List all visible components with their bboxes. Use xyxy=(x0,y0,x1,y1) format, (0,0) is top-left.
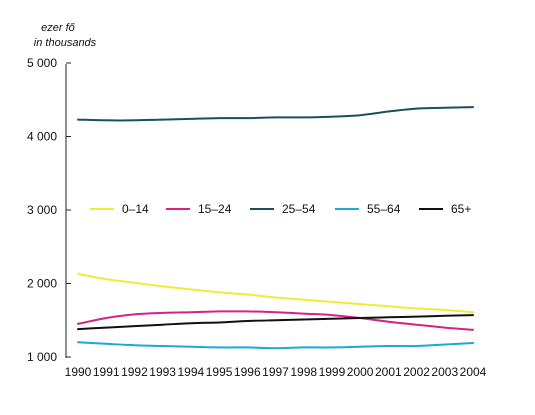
x-tick-label: 1991 xyxy=(93,365,120,379)
y-tick-label: 2 000 xyxy=(27,277,57,291)
y-tick-label: 1 000 xyxy=(27,350,57,364)
series-lines xyxy=(77,106,474,350)
legend-label: 65+ xyxy=(451,202,471,216)
x-tick-label: 1997 xyxy=(262,365,289,379)
y-axis-label-hungarian: ezer fő xyxy=(41,22,76,34)
series-line xyxy=(77,341,474,350)
x-tick-label: 1999 xyxy=(319,365,346,379)
x-tick-label: 1998 xyxy=(290,365,317,379)
legend-label: 0–14 xyxy=(122,202,149,216)
x-tick-label: 2000 xyxy=(347,365,374,379)
x-axis-ticks: 1990 1991 1992 1993 1994 1995 1996 1997 1998 1999… xyxy=(65,365,487,379)
series-line xyxy=(77,314,474,331)
series-line xyxy=(77,106,474,122)
y-tick-label: 4 000 xyxy=(27,130,57,144)
x-tick-label: 1996 xyxy=(234,365,261,379)
x-tick-label: 1994 xyxy=(178,365,205,379)
x-tick-label: 2003 xyxy=(431,365,458,379)
series-line xyxy=(77,310,474,331)
x-tick-label: 2004 xyxy=(460,365,487,379)
y-tick-label: 3 000 xyxy=(27,203,57,217)
y-axis-label-english: in thousands xyxy=(34,37,97,49)
y-tick-label: 5 000 xyxy=(27,56,57,70)
x-tick-label: 1993 xyxy=(149,365,176,379)
y-axis-ticks: 1 000 2 000 3 000 4 000 5 000 xyxy=(27,56,71,364)
series-line xyxy=(77,272,474,314)
x-tick-label: 1995 xyxy=(206,365,233,379)
x-tick-label: 1992 xyxy=(121,365,148,379)
legend-label: 25–54 xyxy=(282,202,316,216)
legend-label: 15–24 xyxy=(198,202,232,216)
x-tick-label: 2002 xyxy=(403,365,430,379)
legend-label: 55–64 xyxy=(367,202,401,216)
legend: 0–14 15–24 25–54 55–64 65+ xyxy=(90,202,471,216)
x-tick-label: 2001 xyxy=(375,365,402,379)
x-tick-label: 1990 xyxy=(65,365,92,379)
